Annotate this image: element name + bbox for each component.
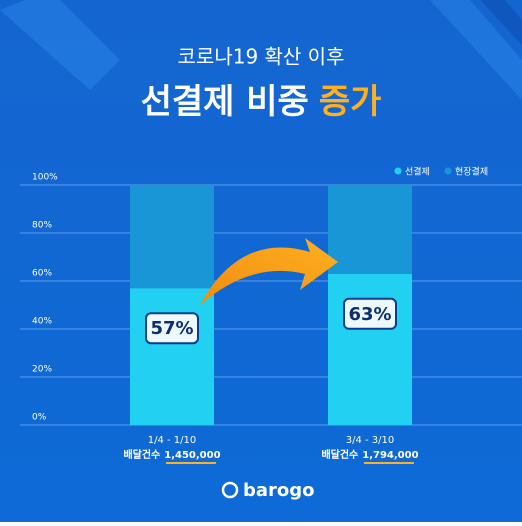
y-tick-label: 40% bbox=[32, 317, 52, 327]
brand: barogo bbox=[243, 480, 315, 501]
decoration bbox=[0, 0, 120, 90]
delivery-info: 배달건수 1,450,000 bbox=[123, 448, 220, 461]
x-tick-label: 3/4 - 3/10 bbox=[346, 435, 395, 446]
legend-label: 현장결제 bbox=[455, 167, 488, 178]
y-tick-label: 60% bbox=[32, 269, 52, 279]
brand-logo: barogo bbox=[221, 480, 315, 501]
bar-segment bbox=[130, 185, 214, 289]
decoration bbox=[430, 0, 522, 100]
y-tick-label: 20% bbox=[32, 365, 52, 375]
legend-swatch bbox=[444, 167, 452, 175]
y-tick-label: 0% bbox=[32, 413, 47, 423]
legend-label: 선결제 bbox=[405, 167, 430, 178]
value-label: 63% bbox=[348, 304, 391, 325]
title: 선결제 비중 증가 bbox=[141, 82, 382, 122]
y-tick-label: 80% bbox=[32, 221, 52, 231]
bar-segment bbox=[328, 185, 412, 274]
arrow bbox=[200, 238, 338, 305]
logo-icon bbox=[221, 481, 239, 499]
title-main: 선결제 비중 bbox=[141, 82, 309, 122]
value-label-box bbox=[343, 297, 397, 330]
value-label-box bbox=[145, 312, 199, 345]
title-highlight: 증가 bbox=[319, 82, 382, 122]
delivery-count: 1,794,000 bbox=[362, 450, 418, 461]
labels: 선결제 현장결제 57% 1/4 - 1/10 배달건수 1,450,000 63% 3/4 … bbox=[123, 167, 488, 464]
plot: 0% 20% 40% 60% 80% 100% bbox=[20, 173, 522, 426]
subtitle: 코로나19 확산 이후 bbox=[178, 45, 345, 69]
value-label: 57% bbox=[150, 318, 193, 339]
delivery-info: 배달건수 1,794,000 bbox=[321, 448, 418, 461]
legend-swatch bbox=[394, 167, 402, 175]
bar-segment bbox=[328, 273, 412, 425]
bar-segment bbox=[130, 288, 214, 425]
delivery-label: 배달건수 bbox=[321, 448, 358, 461]
x-tick-label: 1/4 - 1/10 bbox=[148, 435, 197, 446]
delivery-label: 배달건수 bbox=[123, 448, 160, 461]
delivery-count: 1,450,000 bbox=[164, 450, 220, 461]
y-tick-label: 100% bbox=[32, 173, 58, 183]
decoration bbox=[480, 0, 522, 45]
